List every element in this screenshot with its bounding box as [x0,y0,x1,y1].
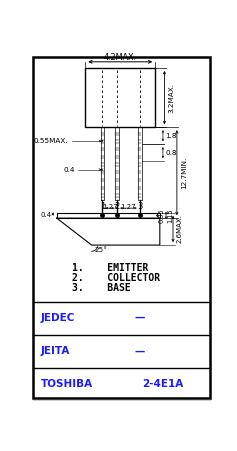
Text: JEITA: JEITA [41,346,70,356]
Text: 0.95: 0.95 [159,208,165,223]
Text: 2.    COLLECTOR: 2. COLLECTOR [72,273,160,283]
Text: 3.2MAX.: 3.2MAX. [168,83,174,113]
Text: 3.    BASE: 3. BASE [72,283,131,293]
Text: 1.8: 1.8 [165,133,177,139]
Text: 4.2MAX.: 4.2MAX. [104,54,137,63]
Text: 2: 2 [114,202,120,211]
Text: 1.27: 1.27 [121,204,136,210]
Text: 0.4: 0.4 [40,212,51,218]
Text: 1: 1 [100,202,105,211]
Text: —: — [134,346,145,356]
Text: 0.4: 0.4 [63,166,75,173]
Text: TOSHIBA: TOSHIBA [41,379,93,390]
Text: 1.15: 1.15 [168,208,173,223]
Text: 1.27: 1.27 [102,204,118,210]
Text: —: — [134,313,145,323]
Bar [85,68,155,127]
Text: 1.    EMITTER: 1. EMITTER [72,263,149,273]
Text: 12.7MIN.: 12.7MIN. [181,156,187,189]
Text: 2.6MAX.: 2.6MAX. [176,215,182,244]
Text: 2-4E1A: 2-4E1A [142,379,183,390]
Text: 25°: 25° [95,248,108,253]
Text: JEDEC: JEDEC [41,313,75,323]
Text: 0.8: 0.8 [165,150,177,156]
Text: 0.55MAX.: 0.55MAX. [34,138,68,144]
Bar [57,213,160,218]
Text: 3: 3 [137,202,142,211]
